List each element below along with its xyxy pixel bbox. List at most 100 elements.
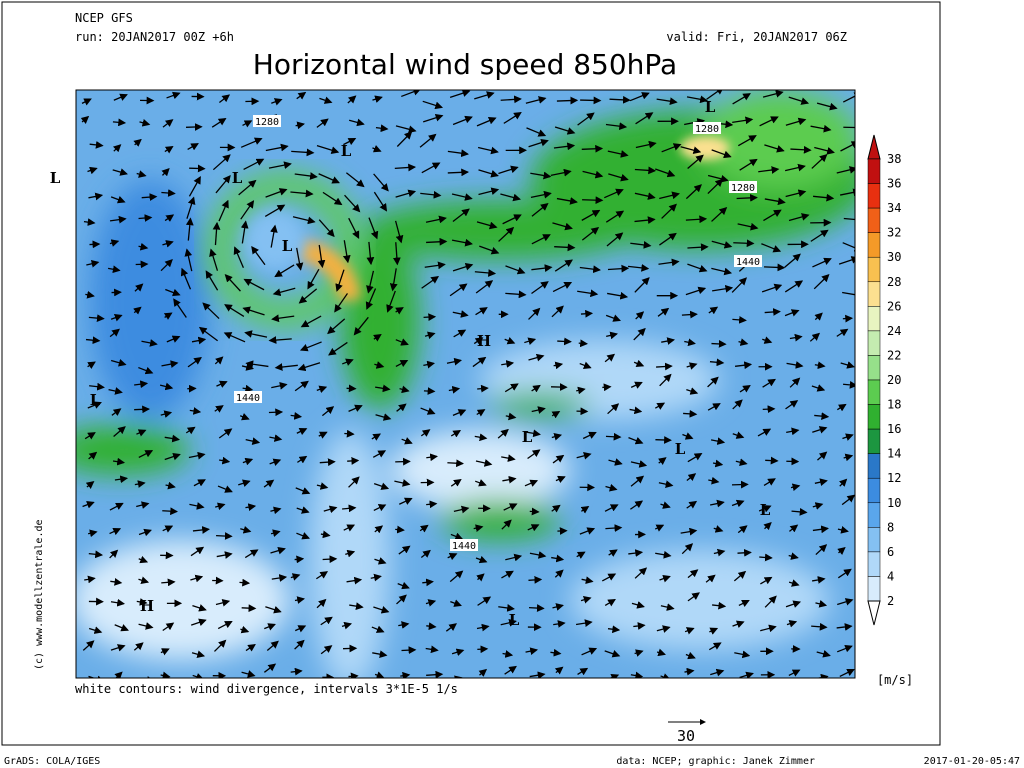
wind-arrow: [110, 358, 127, 367]
wind-arrow: [398, 621, 410, 629]
wind-arrow: [212, 154, 231, 171]
wind-arrow: [373, 504, 387, 512]
wind-arrow: [189, 502, 205, 510]
wind-arrow: [290, 189, 314, 198]
wind-arrow: [138, 555, 149, 564]
wind-arrow: [371, 433, 382, 441]
wind-arrow: [398, 497, 413, 505]
wind-arrow: [501, 519, 512, 530]
wind-arrow: [682, 432, 694, 440]
wind-arrow: [553, 142, 576, 151]
colorbar-bottom: [867, 600, 881, 626]
wind-arrow: [709, 627, 719, 635]
wind-arrow: [348, 118, 365, 127]
wind-arrow: [451, 648, 465, 656]
wind-arrow: [580, 505, 590, 514]
pressure-center: L: [760, 501, 771, 519]
wind-arrow: [551, 411, 561, 419]
wind-arrow: [239, 412, 250, 421]
wind-arrow: [710, 499, 725, 508]
wind-arrow: [475, 555, 488, 564]
wind-arrow: [733, 570, 747, 582]
wind-arrow: [656, 362, 673, 371]
wind-arrow: [451, 193, 473, 201]
wind-arrow: [238, 179, 257, 196]
wind-arrow: [452, 409, 467, 417]
wind-arrow: [342, 504, 357, 513]
wind-arrow: [842, 242, 855, 252]
wind-arrow: [396, 594, 407, 605]
wind-arrow: [738, 600, 750, 608]
contour-label-box: [693, 122, 721, 134]
wind-arrow: [836, 623, 853, 631]
wind-arrow: [348, 476, 360, 488]
wind-arrow: [762, 405, 776, 414]
wind-arrow: [681, 310, 698, 319]
wind-arrow: [426, 453, 438, 462]
wind-arrow: [166, 335, 181, 343]
wind-arrow: [635, 112, 654, 125]
wind-arrow: [165, 481, 176, 490]
wind-arrow: [761, 283, 783, 293]
wind-arrow: [316, 118, 329, 128]
wind-arrow: [763, 521, 772, 531]
wind-arrow: [842, 290, 855, 299]
wind-arrow: [114, 671, 123, 678]
wind-arrow: [265, 605, 282, 614]
wind-arrow: [841, 494, 855, 506]
colorbar-bin: [867, 158, 881, 184]
wind-arrow: [530, 190, 552, 199]
wind-arrow: [451, 238, 473, 247]
wind-arrow: [218, 428, 233, 439]
wind-arrow: [500, 95, 522, 104]
wind-arrow: [785, 189, 807, 198]
wind-arrow: [370, 573, 382, 582]
wind-arrow: [604, 650, 621, 658]
wind-arrow: [842, 92, 855, 103]
wind-arrow: [680, 527, 698, 536]
wind-arrow: [764, 308, 781, 316]
wind-arrow: [528, 138, 549, 148]
wind-arrow: [734, 361, 753, 370]
wind-arrow: [473, 337, 484, 345]
wind-arrow: [551, 433, 563, 441]
wind-arrow: [239, 578, 251, 587]
wind-arrow: [112, 457, 126, 466]
wind-arrow: [110, 314, 123, 322]
wind-arrow: [296, 532, 310, 540]
wind-arrow: [731, 499, 745, 508]
wind-arrow: [736, 193, 758, 202]
wind-arrow: [629, 406, 643, 415]
wind-arrow: [366, 270, 375, 294]
wind-arrow: [136, 501, 150, 509]
wind-arrow: [190, 574, 204, 583]
wind-arrow: [87, 401, 102, 409]
wind-arrow: [83, 218, 96, 226]
wind-arrow: [240, 625, 250, 634]
wind-arrow: [605, 314, 622, 322]
wind-arrow: [836, 328, 849, 337]
colorbar-label: 38: [887, 152, 901, 166]
wind-arrow: [423, 387, 436, 395]
wind-arrow: [760, 576, 773, 585]
colorbar-label: 8: [887, 520, 894, 534]
wind-arrow: [581, 144, 604, 153]
wind-arrow: [686, 473, 697, 482]
contour-label-box: [729, 181, 757, 193]
wind-arrow: [292, 216, 316, 225]
wind-arrow: [450, 532, 464, 541]
wind-arrow: [294, 555, 305, 564]
wind-arrow: [244, 549, 259, 559]
wind-arrow: [274, 363, 298, 371]
wind-arrow: [341, 621, 353, 630]
colorbar-bin: [867, 477, 881, 504]
wind-arrow: [87, 361, 96, 369]
wind-arrow: [88, 626, 103, 634]
wind-arrow: [108, 387, 123, 395]
wind-arrow: [762, 378, 776, 388]
wind-arrow: [223, 332, 246, 343]
wind-arrow: [375, 124, 389, 133]
wind-arrow: [214, 405, 224, 413]
wind-arrow: [631, 601, 645, 609]
wind-arrow: [274, 264, 295, 278]
